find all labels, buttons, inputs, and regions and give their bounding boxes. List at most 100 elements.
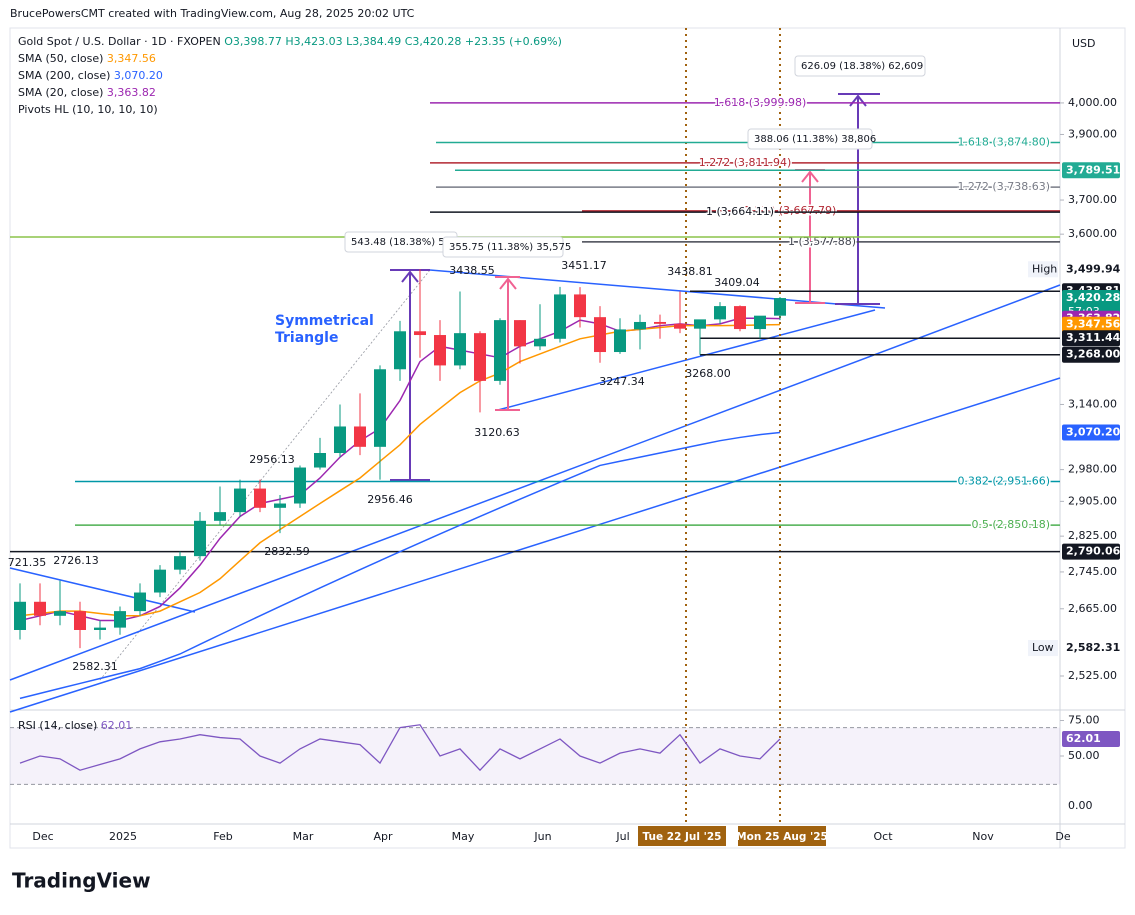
price-pill — [1062, 162, 1120, 179]
candle-body — [714, 306, 726, 320]
candle-body — [314, 453, 326, 468]
candle-body — [474, 333, 486, 381]
rsi-tick-label: 50.00 — [1068, 749, 1100, 762]
measure-label: 388.06 (11.38%) 38,806 — [754, 134, 876, 145]
x-tick-label: Mar — [293, 830, 314, 843]
price-pill-label: 2,582.31 — [1066, 641, 1120, 654]
rsi-pill — [1062, 730, 1120, 747]
x-tick-label: Dec — [32, 830, 53, 843]
symbol: Gold Spot / U.S. Dollar · 1D · FXOPEN — [18, 35, 221, 48]
candle-body — [454, 333, 466, 366]
price-pill — [1062, 330, 1120, 347]
measure-label: 626.09 (18.38%) 62,609 — [801, 61, 923, 72]
indicator-legend: SMA (50, close) 3,347.56 — [18, 52, 156, 65]
rsi-name: RSI (14, close) — [18, 719, 97, 732]
candle-body — [514, 320, 526, 347]
indicator-name: SMA (50, close) — [18, 52, 103, 65]
price-pill-label: 3,311.44 — [1066, 331, 1121, 344]
price-tag: Low — [1032, 641, 1054, 654]
sma-line — [19, 317, 781, 622]
price-annotation: 3268.00 — [685, 367, 731, 380]
candle-body — [634, 321, 646, 330]
x-tick-label: De — [1055, 830, 1070, 843]
rsi-value: 62.01 — [101, 719, 133, 732]
price-pill-label: 3,347.56 — [1066, 318, 1121, 331]
level-label: 1 (3,664.11) — [706, 205, 774, 218]
price-annotation: 3247.34 — [599, 375, 645, 388]
candle-body — [694, 319, 706, 329]
pattern-label: Symmetrical — [275, 313, 374, 329]
price-pill-label: 3,499.94 — [1066, 262, 1121, 275]
sma-line — [19, 323, 781, 617]
indicator-legend: SMA (20, close) 3,363.82 — [18, 86, 156, 99]
candle-body — [14, 601, 26, 630]
candle-body — [194, 520, 206, 557]
x-tick-label: May — [452, 830, 475, 843]
indicator-name: Pivots HL (10, 10, 10, 10) — [18, 103, 158, 116]
measure-box — [794, 55, 926, 77]
candle-body — [494, 320, 506, 381]
candle-body — [674, 323, 686, 329]
y-tick-label: 3,140.00 — [1068, 397, 1117, 410]
drawings — [9, 28, 1061, 824]
currency: USD — [1072, 37, 1096, 50]
price-annotation: 2956.13 — [249, 453, 295, 466]
ohlc-value: +23.35 (+0.69%) — [465, 35, 562, 48]
time-highlight — [738, 826, 826, 846]
trend-line — [9, 567, 196, 613]
candle-body — [294, 467, 306, 504]
candle-body — [534, 338, 546, 347]
price-annotation: 3120.63 — [474, 426, 520, 439]
level-label: 1.272 (3,811.94) — [699, 156, 792, 169]
measure-label: 355.75 (11.38%) 35,575 — [449, 242, 571, 253]
price-annotation: 2726.13 — [53, 554, 99, 567]
price-pill — [1062, 346, 1120, 363]
candle-body — [654, 321, 666, 324]
candle-body — [174, 556, 186, 570]
x-tick-label: Jun — [533, 830, 551, 843]
y-tick-label: 3,600.00 — [1068, 227, 1117, 240]
y-tick-label: 3,700.00 — [1068, 193, 1117, 206]
candle-body — [414, 331, 426, 336]
y-tick-label: 2,905.00 — [1068, 494, 1117, 507]
indicator-legend: Pivots HL (10, 10, 10, 10) — [18, 103, 158, 116]
price-tag-box — [1028, 640, 1058, 657]
candle-body — [134, 592, 146, 612]
price-annotation: 3409.04 — [714, 276, 760, 289]
price-pill-label: 3,268.00 — [1066, 348, 1121, 361]
frame — [9, 27, 1126, 849]
candle-body — [354, 426, 366, 447]
attribution: BrucePowersCMT created with TradingView.… — [10, 7, 415, 20]
candle-body — [74, 611, 86, 630]
rsi-legend: RSI (14, close) 62.01 — [18, 719, 132, 732]
x-tick-label: Apr — [373, 830, 393, 843]
x-tick-label: Mon 25 Aug '25 — [736, 831, 828, 843]
ohlc-value: H3,423.03 — [285, 35, 342, 48]
time-highlight — [638, 826, 726, 846]
y-tick-label: 2,665.00 — [1068, 602, 1117, 615]
candle-body — [754, 315, 766, 330]
candle-body — [234, 488, 246, 513]
x-tick-label: 2025 — [109, 830, 137, 843]
measure-box — [442, 236, 564, 258]
price-pill-label: 3,789.51 — [1066, 163, 1120, 176]
measure-label: 543.48 (18.38%) 5 — [351, 237, 445, 248]
candle-body — [774, 298, 786, 316]
trend-line — [9, 377, 1061, 713]
y-tick-label: 2,825.00 — [1068, 529, 1117, 542]
price-tag-box — [1028, 261, 1058, 278]
indicator-name: SMA (20, close) — [18, 86, 103, 99]
price-pill-label: 2,790.06 — [1066, 545, 1121, 558]
candle-body — [374, 369, 386, 447]
price-annotation: 721.35 — [8, 556, 47, 569]
candle-body — [554, 294, 566, 339]
trend-line — [9, 284, 1061, 681]
level-label: 0.382 (2,951.66) — [957, 475, 1050, 488]
candle-body — [214, 512, 226, 521]
level-label: 1.272 (3,667.79) — [744, 204, 837, 217]
candle-body — [434, 335, 446, 366]
rsi-band — [10, 727, 1060, 785]
candle-body — [614, 329, 626, 353]
candle-body — [334, 426, 346, 454]
